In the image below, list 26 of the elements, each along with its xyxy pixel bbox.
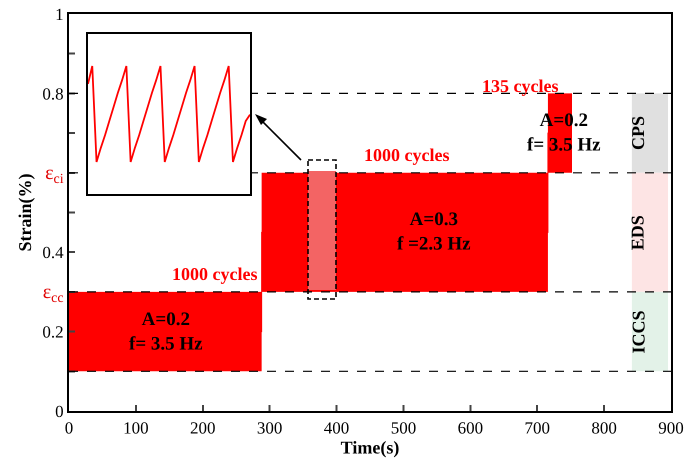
annotation: A=0.2 f= 3.5 Hz [129,309,204,355]
y-tick-label: 1 [55,4,64,24]
y-tick-label: ε$_{ci}$ [45,162,64,187]
annotation: A=0.3 f =2.3 Hz [397,209,472,255]
x-tick-label: 900 [658,418,684,438]
y-tick-label: 0.4 [42,243,64,262]
x-tick-label: 600 [458,418,484,438]
x-tick-label: 200 [190,418,216,438]
x-tick-label: 400 [324,418,350,438]
y-tick-label: 0.2 [42,322,64,342]
y-tick-label: 0.8 [42,84,64,104]
y-axis-title: Strain(%) [15,174,36,252]
x-tick-label: 700 [524,418,550,438]
band-label: EDS [628,215,648,250]
band-label: CPS [628,116,648,150]
x-tick-label: 500 [390,418,416,438]
x-tick-label: 100 [123,418,149,438]
annotation: 1000 cycles [172,264,258,284]
band-label: ICCS [628,310,648,354]
annotation: 1000 cycles [364,145,450,165]
annotation: 135 cycles [482,76,558,96]
y-tick-label: 0 [55,402,64,421]
x-tick-label: 300 [256,418,282,438]
y-tick-label: ε$_{cc}$ [42,280,64,306]
x-axis-title: Time(s) [340,437,400,458]
x-tick-label: 800 [591,418,617,438]
